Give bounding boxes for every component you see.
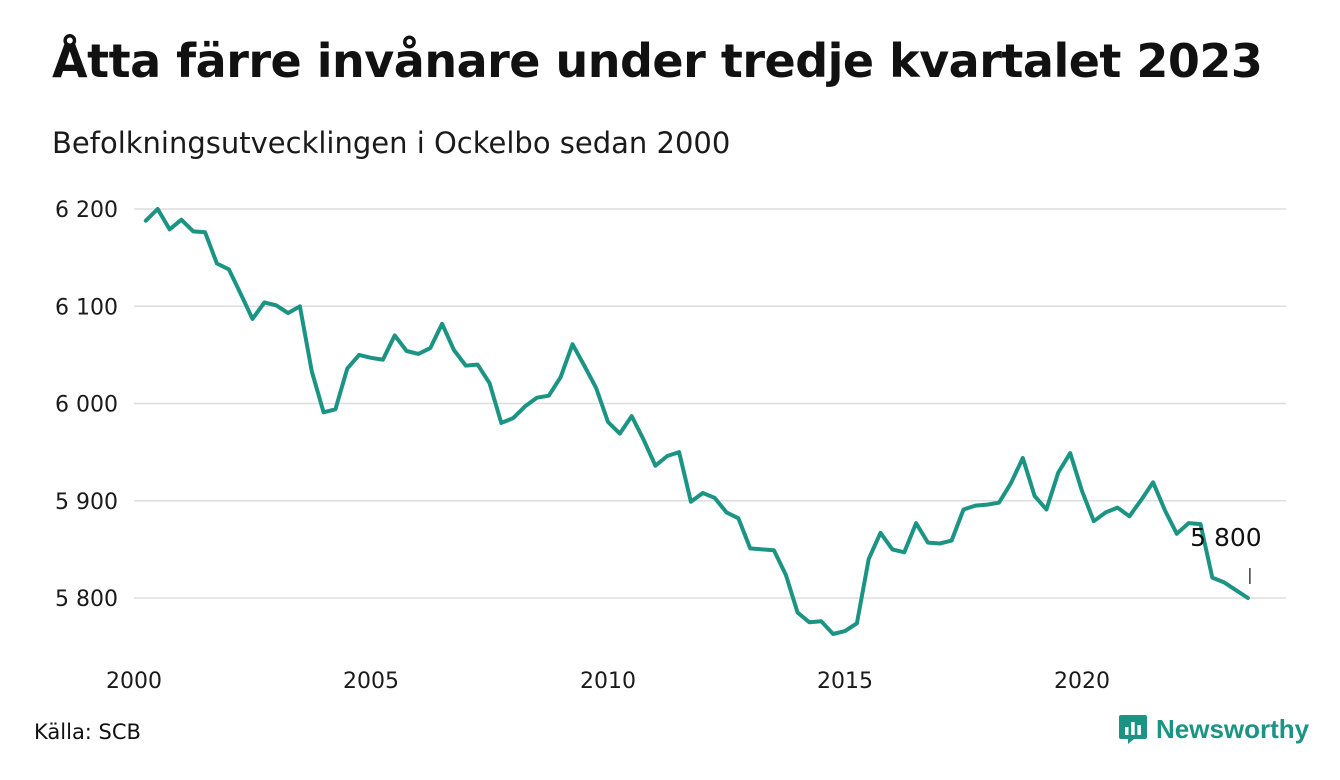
y-tick-label: 5 900	[55, 490, 118, 515]
y-tick-label: 6 000	[55, 393, 118, 418]
gridlines	[134, 208, 1286, 599]
y-tick-label: 6 200	[55, 198, 118, 223]
brand-logo: Newsworthy	[1118, 713, 1309, 745]
bar-chart-speech-bubble-icon	[1119, 715, 1147, 744]
source-credit: Källa: SCB	[34, 720, 141, 744]
x-tick-label: 2010	[580, 669, 636, 694]
x-axis: 2000 2005 2010 2015 2020	[106, 669, 1110, 694]
end-value-label: 5 800	[1190, 523, 1262, 552]
x-tick-label: 2000	[106, 669, 162, 694]
brand-name: Newsworthy	[1156, 713, 1310, 744]
y-tick-label: 5 800	[55, 587, 118, 612]
chart-title: Åtta färre invånare under tredje kvartal…	[52, 34, 1263, 88]
series-line-population	[143, 207, 1250, 636]
x-tick-label: 2005	[343, 669, 399, 694]
y-axis: 6 200 6 100 6 000 5 900 5 800	[55, 198, 118, 612]
y-tick-label: 6 100	[55, 295, 118, 320]
chart-subtitle: Befolkningsutvecklingen i Ockelbo sedan …	[52, 126, 731, 160]
x-tick-label: 2015	[817, 669, 873, 694]
x-tick-label: 2020	[1054, 669, 1110, 694]
